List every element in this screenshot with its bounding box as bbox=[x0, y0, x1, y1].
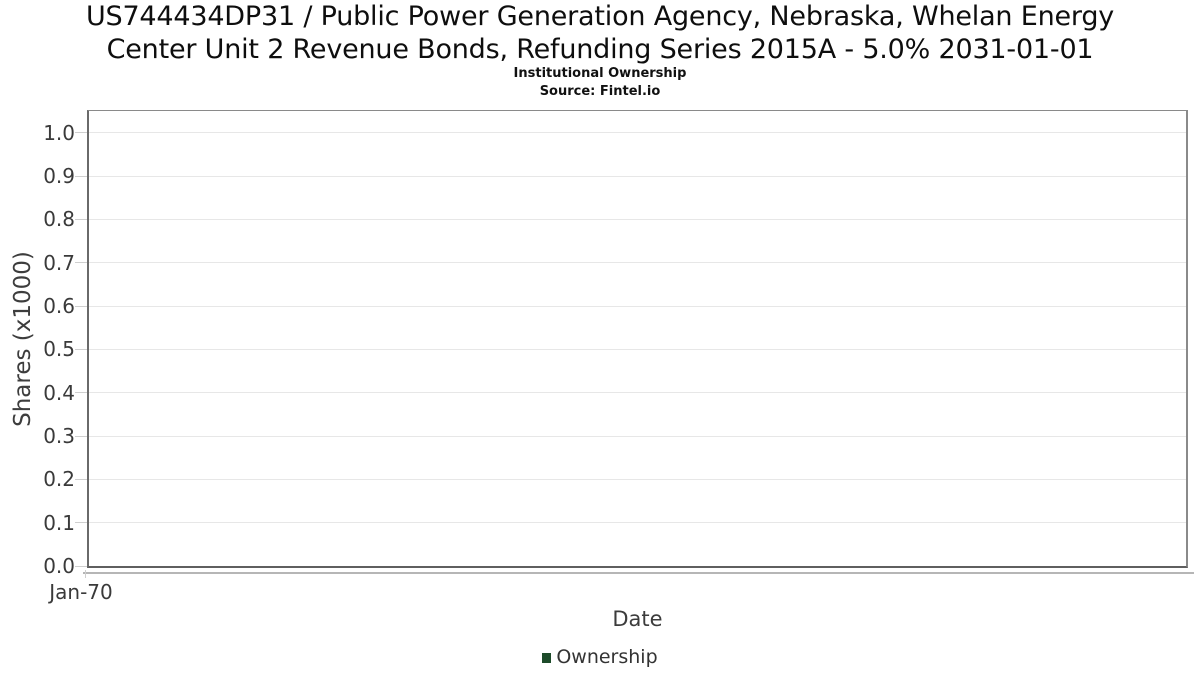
y-tick-mark bbox=[75, 392, 87, 394]
y-gridline bbox=[89, 132, 1186, 134]
y-gridline bbox=[89, 175, 1186, 177]
y-gridline bbox=[89, 392, 1186, 394]
y-gridline bbox=[89, 348, 1186, 350]
y-tick-label: 0.3 bbox=[43, 424, 75, 448]
y-tick-label: 0.5 bbox=[43, 337, 75, 362]
y-tick-label: 0.1 bbox=[43, 510, 75, 535]
y-tick-label: 1.0 bbox=[43, 120, 75, 145]
y-tick-label: 0.0 bbox=[43, 554, 75, 578]
y-gridline bbox=[89, 522, 1186, 524]
chart-source: Source: Fintel.io bbox=[539, 84, 661, 99]
x-axis-baseline bbox=[83, 572, 1194, 574]
y-tick-label: 0.2 bbox=[43, 467, 75, 492]
x-tick-mark bbox=[85, 570, 86, 578]
y-tick-label: 0.6 bbox=[43, 294, 75, 318]
y-gridline bbox=[89, 305, 1186, 307]
y-tick-mark bbox=[75, 132, 87, 134]
chart-title-line-1: US744434DP31 / Public Power Generation A… bbox=[85, 1, 1115, 32]
y-tick-mark bbox=[75, 262, 87, 264]
x-axis-title: Date bbox=[612, 607, 663, 631]
y-tick-mark bbox=[75, 348, 87, 350]
y-axis-title: Shares (x1000) bbox=[10, 251, 36, 427]
plot-area: 0.0 0.1 0.2 0.3 0.4 0.5 0.6 0.7 0.8 0.9 1.0 bbox=[43, 110, 1188, 578]
y-tick-mark bbox=[75, 305, 87, 307]
y-tick-mark bbox=[75, 478, 87, 480]
legend-swatch-icon bbox=[542, 653, 552, 663]
y-tick-mark bbox=[75, 522, 87, 524]
legend-item-ownership[interactable]: Ownership bbox=[542, 645, 658, 669]
y-tick-label: 0.4 bbox=[43, 380, 75, 405]
y-gridline bbox=[89, 478, 1186, 480]
y-tick-label: 0.8 bbox=[43, 207, 75, 232]
x-tick-label: Jan-70 bbox=[49, 580, 113, 604]
y-gridline bbox=[89, 262, 1186, 264]
y-tick-mark bbox=[75, 565, 87, 567]
y-tick-label: 0.9 bbox=[43, 164, 75, 188]
y-gridline bbox=[89, 218, 1186, 220]
chart-title-line-2: Center Unit 2 Revenue Bonds, Refunding S… bbox=[106, 34, 1094, 65]
y-tick-mark bbox=[75, 175, 87, 177]
y-gridline bbox=[89, 435, 1186, 437]
y-tick-label: 0.7 bbox=[43, 250, 75, 275]
legend: Ownership bbox=[0, 645, 1200, 669]
chart-title: US744434DP31 / Public Power Generation A… bbox=[0, 0, 1200, 66]
y-tick-mark bbox=[75, 435, 87, 437]
chart-subtitle: Institutional Ownership bbox=[513, 66, 687, 81]
legend-label: Ownership bbox=[556, 646, 658, 668]
y-tick-mark bbox=[75, 218, 87, 220]
